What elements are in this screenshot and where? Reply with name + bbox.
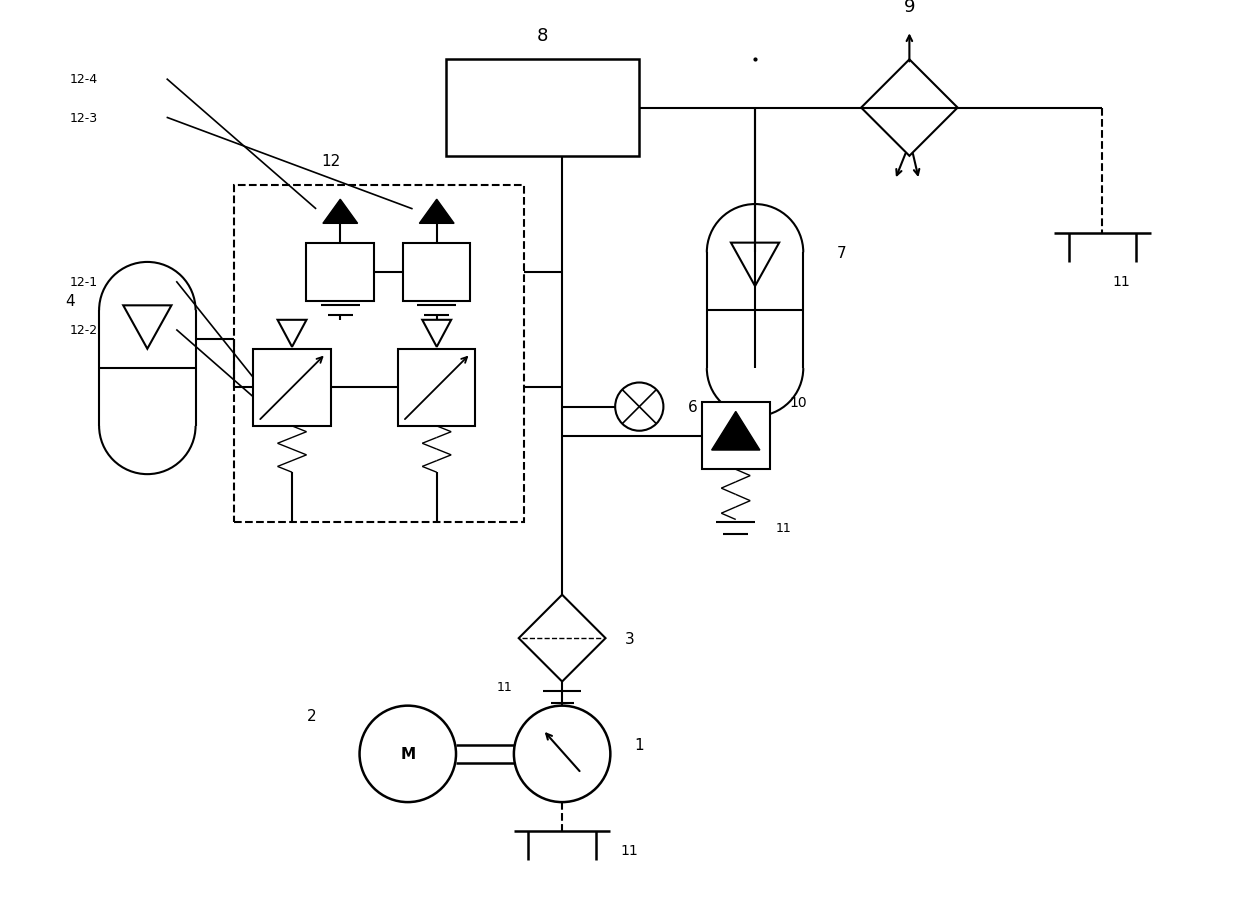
Text: 4: 4	[66, 293, 74, 309]
Polygon shape	[712, 412, 760, 451]
Text: M: M	[401, 746, 415, 762]
Text: 11: 11	[776, 521, 792, 534]
Polygon shape	[419, 200, 454, 224]
Text: 12-1: 12-1	[71, 275, 98, 289]
Bar	[446, 60, 640, 157]
Bar	[306, 243, 374, 302]
Bar	[403, 243, 470, 302]
Text: 2: 2	[306, 708, 316, 723]
Bar	[253, 349, 331, 426]
Text: 12: 12	[321, 154, 340, 169]
Text: 7: 7	[837, 245, 847, 261]
Polygon shape	[322, 200, 357, 224]
Text: 12-3: 12-3	[71, 112, 98, 125]
Text: 11: 11	[1112, 275, 1131, 289]
Text: 6: 6	[687, 400, 697, 415]
Bar	[702, 403, 770, 470]
Text: 12-4: 12-4	[71, 73, 98, 86]
Text: 12-2: 12-2	[71, 323, 98, 336]
Bar	[398, 349, 475, 426]
Text: 9: 9	[904, 0, 915, 16]
Text: 8: 8	[537, 27, 548, 46]
Text: 1: 1	[635, 737, 644, 752]
Text: 3: 3	[625, 631, 635, 646]
Text: 11: 11	[496, 681, 512, 693]
Text: 11: 11	[621, 844, 639, 857]
Text: 10: 10	[790, 395, 807, 409]
Bar	[234, 186, 523, 523]
